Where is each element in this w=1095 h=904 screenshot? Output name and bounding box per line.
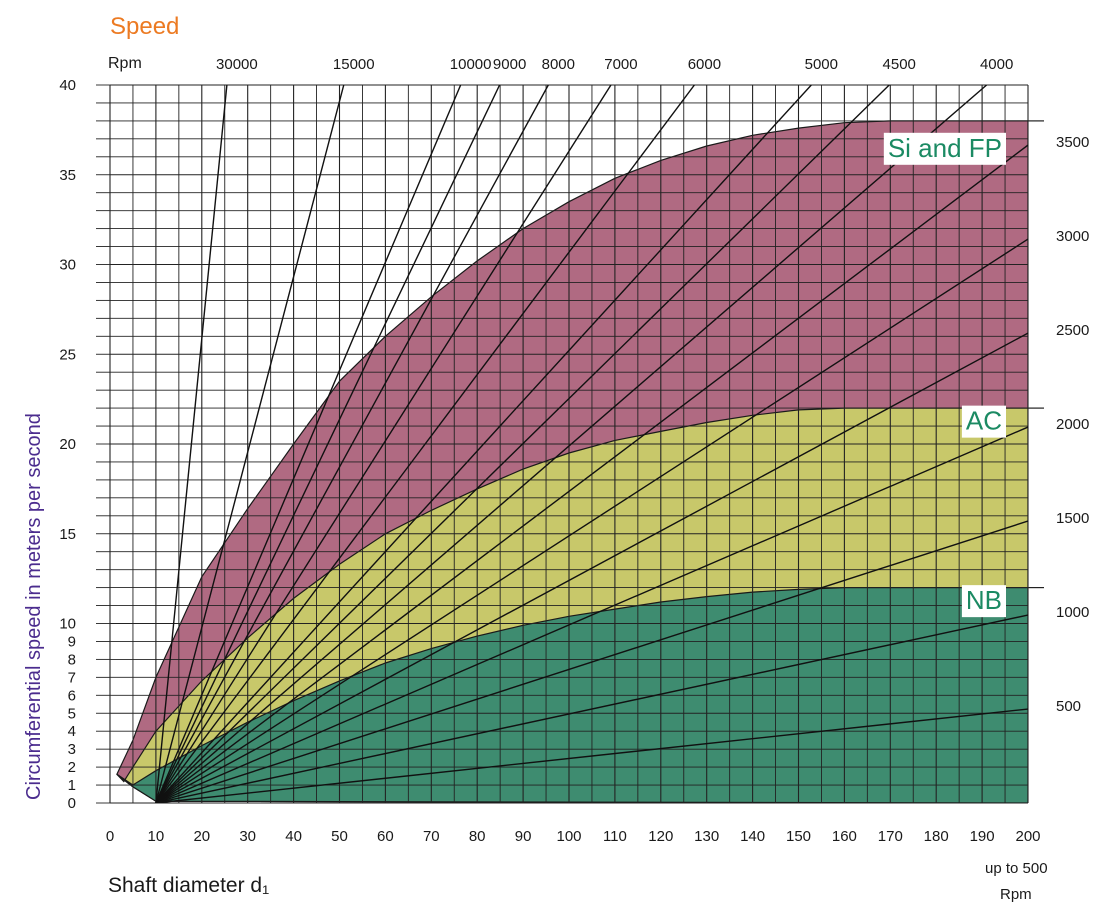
rpm-line-8000 (155, 85, 549, 803)
right-rpm-label: 2500 (1056, 322, 1089, 339)
top-rpm-label: 4500 (883, 56, 916, 73)
y-tick-label: 3 (68, 741, 76, 758)
y-tick-label: 35 (59, 167, 76, 184)
rpm-line-4500 (155, 85, 890, 803)
zone-label-bg (961, 585, 1006, 618)
y-tick-label: 6 (68, 687, 76, 704)
x-tick-label: 100 (556, 828, 581, 845)
x-note-unit: Rpm (1000, 886, 1032, 903)
rpm-line-9000 (155, 85, 501, 803)
y-tick-label: 5 (68, 705, 76, 722)
y-tick-label: 20 (59, 436, 76, 453)
rpm-line-2000 (155, 426, 1028, 803)
x-tick-label: 90 (515, 828, 532, 845)
y-tick-label: 9 (68, 633, 76, 650)
x-tick-label: 130 (694, 828, 719, 845)
rpm-line-1000 (155, 614, 1028, 803)
y-tick-label: 1 (68, 777, 76, 794)
rpm-line-10000 (155, 85, 462, 803)
rpm-line-3000 (155, 238, 1028, 803)
rpm-line-2500 (155, 332, 1028, 803)
zone-label-si-and-fp: Si and FP (883, 132, 1006, 165)
top-rpm-labels: 30000 15000 10000 9000 8000 7000 6000 5000 4500 4… (216, 56, 1013, 73)
top-rpm-label: 8000 (542, 56, 575, 73)
x-tick-label: 110 (603, 828, 627, 845)
top-rpm-label: 9000 (493, 56, 526, 73)
x-tick-label: 170 (878, 828, 903, 845)
x-tick-label: 70 (423, 828, 440, 845)
right-rpm-label: 1000 (1056, 604, 1089, 621)
right-rpm-label: 500 (1056, 698, 1081, 715)
top-rpm-label: 30000 (216, 56, 258, 73)
top-rpm-label: 15000 (333, 56, 375, 73)
top-rpm-label: 6000 (688, 56, 721, 73)
x-tick-label: 50 (331, 828, 348, 845)
top-rpm-label: 4000 (980, 56, 1013, 73)
y-axis-label: Circumferential speed in meters per seco… (23, 413, 45, 800)
right-rpm-label: 3000 (1056, 228, 1089, 245)
rpm-line-15000 (155, 85, 345, 803)
y-tick-label: 0 (68, 795, 76, 812)
x-tick-label: 20 (193, 828, 210, 845)
rpm-line-30000 (155, 85, 228, 803)
y-tick-label: 8 (68, 651, 76, 668)
top-axis-label: Rpm (108, 55, 142, 72)
right-rpm-label: 2000 (1056, 416, 1089, 433)
rpm-line-500 (155, 708, 1028, 803)
rpm-line-6000 (155, 85, 695, 803)
zone-label-text: AC (966, 406, 1002, 436)
zone-label-bg (961, 405, 1006, 438)
rpm-line-7000 (155, 85, 612, 803)
x-tick-label: 180 (924, 828, 949, 845)
x-axis-label: Shaft diameter d₁ (108, 874, 269, 897)
y-tick-label: 40 (59, 77, 76, 94)
rpm-line-1500 (155, 520, 1028, 803)
rpm-lines-layer (155, 85, 1028, 803)
y-tick-label: 10 (59, 616, 76, 633)
chart-title: Speed (110, 13, 179, 40)
x-tick-label: 140 (740, 828, 765, 845)
x-note: up to 500 (985, 860, 1048, 877)
y-tick-label: 7 (68, 669, 76, 686)
x-tick-label: 10 (148, 828, 165, 845)
zone-label-text: NB (966, 585, 1002, 615)
x-tick-label: 30 (239, 828, 256, 845)
x-tick-label: 200 (1015, 828, 1040, 845)
rpm-line-3500 (155, 144, 1028, 803)
y-tick-label: 15 (59, 526, 76, 543)
right-rpm-label: 1500 (1056, 510, 1089, 527)
y-tick-label: 25 (59, 346, 76, 363)
y-tick-label: 2 (68, 759, 76, 776)
rpm-line-5000 (155, 85, 812, 803)
x-tick-label: 0 (106, 828, 114, 845)
x-tick-label: 40 (285, 828, 302, 845)
zone-labels-layer: Si and FP AC NB (883, 132, 1006, 618)
x-tick-label: 60 (377, 828, 394, 845)
rpm-line-4000 (155, 85, 988, 803)
top-rpm-label: 7000 (604, 56, 637, 73)
zone-label-nb: NB (961, 585, 1006, 618)
y-tick-label: 30 (59, 257, 76, 274)
x-tick-labels: 0 10 20 30 40 50 60 70 80 90 100 110 120 130 140 150 160… (106, 828, 1041, 845)
x-tick-label: 190 (970, 828, 995, 845)
grid-layer (96, 84, 1044, 804)
x-tick-label: 80 (469, 828, 486, 845)
zone-label-text: Si and FP (888, 133, 1002, 163)
zone-label-ac: AC (961, 405, 1006, 438)
top-rpm-label: 5000 (805, 56, 838, 73)
top-rpm-label: 10000 (450, 56, 492, 73)
zone-label-bg (883, 132, 1006, 165)
y-tick-label: 4 (68, 723, 76, 740)
x-tick-label: 160 (832, 828, 857, 845)
right-rpm-labels: 3500 3000 2500 2000 1500 1000 500 (1056, 134, 1089, 715)
x-tick-label: 150 (786, 828, 811, 845)
right-rpm-label: 3500 (1056, 134, 1089, 151)
x-tick-label: 120 (648, 828, 673, 845)
